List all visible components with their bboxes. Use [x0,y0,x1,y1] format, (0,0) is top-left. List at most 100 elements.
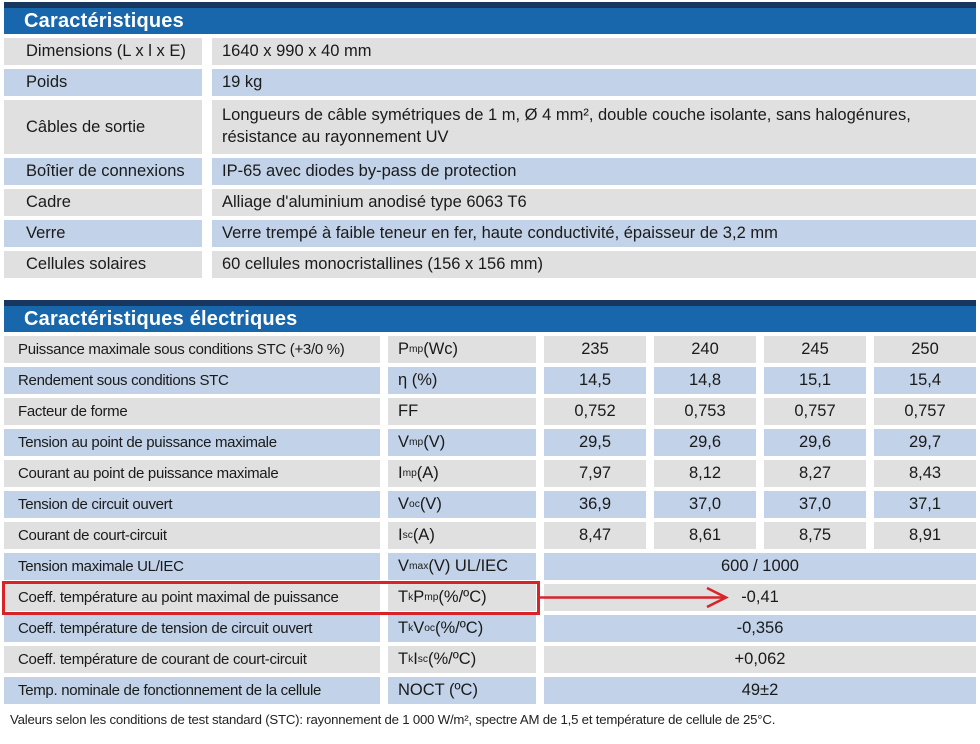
parameter-label: Tension de circuit ouvert [4,491,380,518]
value-cell: 14,5 [544,367,646,394]
value-cells: 36,9 37,0 37,0 37,1 [544,491,976,518]
spec-row: Verre Verre trempé à faible teneur en fer… [4,220,976,247]
value-cell: 29,6 [654,429,756,456]
value-cell-span: -0,356 [544,615,976,642]
spec-label: Cadre [4,189,202,216]
parameter-label: Coeff. température au point maximal de p… [4,584,380,611]
value-cell-span: 600 / 1000 [544,553,976,580]
value-cell: 29,6 [764,429,866,456]
value-cell: 29,7 [874,429,976,456]
value-cell-span: -0,41 [544,584,976,611]
parameter-label: Rendement sous conditions STC [4,367,380,394]
spec-value-text: 60 cellules monocristallines (156 x 156 … [222,254,543,273]
value-cell: 15,4 [874,367,976,394]
electrical-section: Caractéristiques électriques Puissance m… [2,300,976,704]
value-cells: 235 240 245 250 [544,336,976,363]
value-cell: 8,47 [544,522,646,549]
value-cell: 8,43 [874,460,976,487]
spec-label: Verre [4,220,202,247]
value-cell: 240 [654,336,756,363]
parameter-label: Facteur de forme [4,398,380,425]
value-cell: 245 [764,336,866,363]
spec-label: Dimensions (L x l x E) [4,38,202,65]
electrical-row: Coeff. température de courant de court-c… [4,646,976,673]
parameter-label: Courant de court-circuit [4,522,380,549]
spec-row: Poids 19 kg [4,69,976,96]
value-cell: 0,757 [764,398,866,425]
value-cell: 7,97 [544,460,646,487]
spec-row: Câbles de sortie Longueurs de câble symét… [4,100,976,154]
characteristics-table: Dimensions (L x l x E) 1640 x 990 x 40 mm… [4,38,976,278]
parameter-label: Tension maximale UL/IEC [4,553,380,580]
spec-value: 1640 x 990 x 40 mm [212,38,976,65]
parameter-label: Temp. nominale de fonctionnement de la c… [4,677,380,704]
value-cell: 14,8 [654,367,756,394]
parameter-symbol: FF [388,398,536,425]
spec-value: 19 kg [212,69,976,96]
spec-value: Verre trempé à faible teneur en fer, hau… [212,220,976,247]
parameter-symbol: η (%) [388,367,536,394]
value-cell: 235 [544,336,646,363]
value-cell: 37,0 [654,491,756,518]
electrical-row: Facteur de forme FF 0,752 0,753 0,757 0,757 [4,398,976,425]
parameter-symbol: NOCT (ºC) [388,677,536,704]
value-cell: 37,1 [874,491,976,518]
electrical-title: Caractéristiques électriques [24,308,298,330]
spec-row: Boîtier de connexions IP-65 avec diodes b… [4,158,976,185]
parameter-label: Coeff. température de tension de circuit… [4,615,380,642]
characteristics-header: Caractéristiques [4,2,976,34]
value-cells: 7,97 8,12 8,27 8,43 [544,460,976,487]
parameter-label: Puissance maximale sous conditions STC (… [4,336,380,363]
spec-value-text: 19 kg [222,72,263,91]
value-cell-span: 49±2 [544,677,976,704]
characteristics-section: Caractéristiques Dimensions (L x l x E) 1… [4,2,976,278]
spec-value-text: Longueurs de câble symétriques de 1 m, Ø… [222,106,911,146]
value-cells: 29,5 29,6 29,6 29,7 [544,429,976,456]
value-cell: 8,61 [654,522,756,549]
value-cell: 15,1 [764,367,866,394]
spec-value: Alliage d'aluminium anodisé type 6063 T6 [212,189,976,216]
parameter-label: Tension au point de puissance maximale [4,429,380,456]
parameter-label: Courant au point de puissance maximale [4,460,380,487]
characteristics-title: Caractéristiques [24,10,184,32]
spec-value: Longueurs de câble symétriques de 1 m, Ø… [212,100,976,154]
value-cell: 8,12 [654,460,756,487]
value-cells: 0,752 0,753 0,757 0,757 [544,398,976,425]
spec-row: Cadre Alliage d'aluminium anodisé type 60… [4,189,976,216]
value-cell: 37,0 [764,491,866,518]
value-cells: 14,5 14,8 15,1 15,4 [544,367,976,394]
parameter-label: Coeff. température de courant de court-c… [4,646,380,673]
value-cells: 8,47 8,61 8,75 8,91 [544,522,976,549]
electrical-header: Caractéristiques électriques [4,300,976,332]
spec-label: Boîtier de connexions [4,158,202,185]
value-cell: 0,757 [874,398,976,425]
value-cell: 29,5 [544,429,646,456]
spec-row: Cellules solaires 60 cellules monocristal… [4,251,976,278]
electrical-row-highlighted: Coeff. température au point maximal de p… [4,584,976,611]
value-cell: 250 [874,336,976,363]
spec-value-text: IP-65 avec diodes by-pass de protection [222,161,517,180]
value-cell: 0,753 [654,398,756,425]
spec-row: Dimensions (L x l x E) 1640 x 990 x 40 mm [4,38,976,65]
electrical-row: Rendement sous conditions STC η (%) 14,5 14… [4,367,976,394]
electrical-table: Puissance maximale sous conditions STC (… [4,336,976,704]
spec-label: Câbles de sortie [4,100,202,154]
spec-label: Cellules solaires [4,251,202,278]
value-cell: 8,27 [764,460,866,487]
electrical-row: Puissance maximale sous conditions STC (… [4,336,976,363]
stc-footnote: Valeurs selon les conditions de test sta… [10,712,776,727]
spec-value-text: Alliage d'aluminium anodisé type 6063 T6 [222,192,527,211]
